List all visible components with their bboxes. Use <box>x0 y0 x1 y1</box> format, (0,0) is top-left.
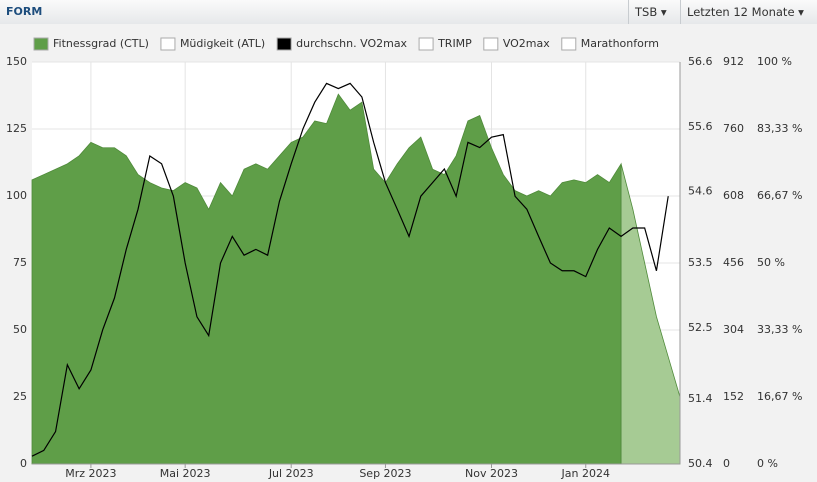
legend-swatch[interactable] <box>418 37 434 51</box>
right-tick-label: 100 % <box>757 55 792 68</box>
dropdown-label: Letzten 12 Monate <box>687 5 795 19</box>
x-tick-label: Mrz 2023 <box>65 467 116 480</box>
legend-swatch[interactable] <box>483 37 499 51</box>
y-tick-label: 50 <box>13 323 27 336</box>
y-tick-label: 25 <box>13 390 27 403</box>
right-tick-label: 54.6 <box>688 185 713 198</box>
right-tick-label: 608 <box>723 189 744 202</box>
vo2max-line <box>31 82 669 457</box>
panel-title: FORM <box>6 5 43 18</box>
x-tick-label: Mai 2023 <box>160 467 211 480</box>
x-tick-label: Nov 2023 <box>465 467 518 480</box>
area <box>31 93 622 465</box>
right-tick-label: 152 <box>723 390 744 403</box>
y-tick-label: 75 <box>13 256 27 269</box>
legend-label[interactable]: TRIMP <box>437 37 472 50</box>
legend-label[interactable]: VO2max <box>503 37 550 50</box>
legend-label[interactable]: Müdigkeit (ATL) <box>180 37 265 50</box>
x-tick-label: Jul 2023 <box>268 467 314 480</box>
legend-swatch[interactable] <box>160 37 176 51</box>
right-tick-label: 304 <box>723 323 744 336</box>
right-tick-label: 50.4 <box>688 457 713 470</box>
chart: 0 25 50 75 100 125 150 Mrz 2023 Mai 2023 Jul 2023… <box>0 24 817 482</box>
legend-swatch[interactable] <box>276 37 292 51</box>
y-tick-label: 100 <box>6 189 27 202</box>
y-tick-label: 0 <box>20 457 27 470</box>
toolbar: FORM TSB ▾ Letzten 12 Monate ▾ <box>0 0 817 25</box>
y-tick-label: 125 <box>6 122 27 135</box>
right-tick-label: 52.5 <box>688 321 713 334</box>
right-tick-label: 50 % <box>757 256 785 269</box>
legend-label[interactable]: Marathonform <box>581 37 659 50</box>
right-tick-label: 760 <box>723 122 744 135</box>
dropdown-label: TSB <box>635 5 658 19</box>
x-tick-label: Sep 2023 <box>359 467 411 480</box>
legend-swatch[interactable] <box>561 37 577 51</box>
y-tick-label: 150 <box>6 55 27 68</box>
right-tick-label: 53.5 <box>688 256 713 269</box>
right-tick-label: 66,67 % <box>757 189 802 202</box>
right-tick-label: 55.6 <box>688 120 713 133</box>
range-dropdown[interactable]: Letzten 12 Monate ▾ <box>680 0 811 24</box>
right-tick-label: 83,33 % <box>757 122 802 135</box>
x-tick-label: Jan 2024 <box>561 467 610 480</box>
right-tick-label: 51.4 <box>688 392 713 405</box>
legend-label[interactable]: Fitnessgrad (CTL) <box>53 37 149 50</box>
right-tick-label: 33,33 % <box>757 323 802 336</box>
right-tick-label: 912 <box>723 55 744 68</box>
right-tick-label: 0 % <box>757 457 778 470</box>
right-tick-label: 56.6 <box>688 55 713 68</box>
legend-swatch[interactable] <box>33 37 49 51</box>
right-tick-label: 16,67 % <box>757 390 802 403</box>
tsb-dropdown[interactable]: TSB ▾ <box>628 0 681 24</box>
legend-label[interactable]: durchschn. VO2max <box>296 37 407 50</box>
right-tick-label: 456 <box>723 256 744 269</box>
right-tick-label: 0 <box>723 457 730 470</box>
